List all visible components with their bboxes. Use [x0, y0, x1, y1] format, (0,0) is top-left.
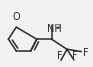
Text: F: F [72, 51, 78, 61]
Text: F: F [57, 51, 63, 61]
Text: O: O [12, 12, 20, 22]
Text: NH: NH [47, 24, 62, 34]
Text: F: F [83, 48, 89, 58]
Text: 2: 2 [56, 24, 60, 30]
